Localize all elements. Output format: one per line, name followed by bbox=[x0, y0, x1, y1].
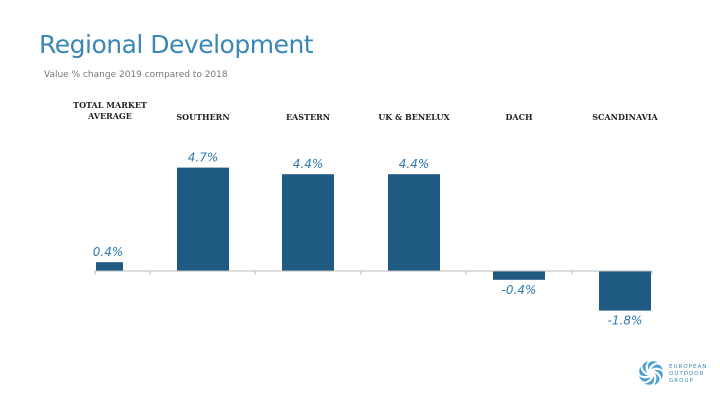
logo-text: EUROPEAN OUTDOOR GROUP bbox=[669, 364, 708, 384]
data-label: 4.7% bbox=[188, 151, 219, 165]
data-label: 0.4% bbox=[93, 245, 124, 259]
category-label: EASTERN bbox=[285, 112, 331, 122]
data-label: -1.8% bbox=[608, 314, 643, 328]
data-label: -0.4% bbox=[502, 283, 537, 297]
bar bbox=[282, 174, 334, 271]
bar bbox=[96, 262, 123, 271]
bar bbox=[388, 174, 440, 271]
category-label: DACH bbox=[505, 112, 533, 122]
bar bbox=[493, 271, 545, 280]
data-label: 4.4% bbox=[293, 157, 324, 171]
bar bbox=[599, 271, 651, 311]
logo-icon bbox=[639, 361, 663, 385]
category-label: UK & BENELUX bbox=[378, 112, 450, 122]
page-title: Regional Development bbox=[39, 30, 314, 59]
subtitle: Value % change 2019 compared to 2018 bbox=[44, 70, 228, 80]
bar bbox=[177, 167, 229, 271]
category-label: SCANDINAVIA bbox=[592, 112, 658, 122]
data-label: 4.4% bbox=[399, 157, 430, 171]
category-label: SOUTHERN bbox=[176, 112, 230, 122]
category-label: TOTAL MARKET AVERAGE bbox=[73, 100, 147, 121]
